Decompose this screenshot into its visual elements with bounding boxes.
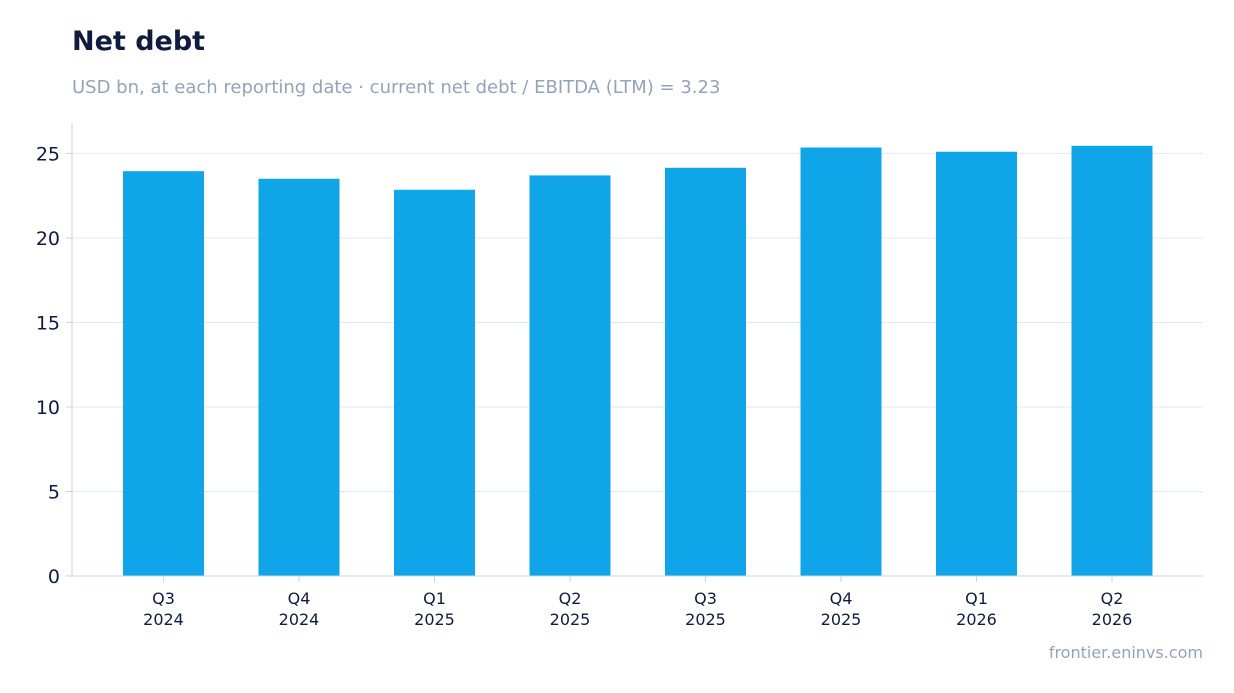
- chart-title: Net debt: [72, 26, 206, 57]
- x-tick-label-year: 2025: [414, 610, 455, 629]
- x-tick-label-year: 2025: [550, 610, 591, 629]
- x-tick-label-quarter: Q2: [559, 589, 582, 608]
- bars: [123, 145, 1153, 577]
- x-tick-label-quarter: Q4: [288, 589, 311, 608]
- x-tick-label-year: 2024: [143, 610, 184, 629]
- bar-q1-2025: [394, 189, 475, 576]
- x-axis: Q3 2024 Q4 2024 Q1 2025 Q2 2025 Q3 2025 Q4 2025 Q1 20…: [72, 575, 1203, 629]
- y-tick-label: 20: [36, 228, 60, 250]
- x-tick-label-year: 2026: [956, 610, 997, 629]
- bar-q1-2026: [936, 151, 1017, 576]
- source-credit: frontier.eninvs.com: [1048, 643, 1203, 662]
- grid-lines: [72, 152, 1203, 492]
- bar-q2-2025: [529, 175, 611, 577]
- x-tick-label-year: 2025: [685, 610, 726, 629]
- x-tick-label-quarter: Q3: [152, 589, 175, 608]
- x-tick-label-year: 2024: [279, 610, 320, 629]
- y-tick-label: 5: [48, 481, 60, 503]
- y-tick-label: 15: [36, 312, 60, 334]
- x-tick-label-quarter: Q1: [965, 589, 988, 608]
- chart-subtitle: USD bn, at each reporting date · current…: [72, 77, 721, 98]
- x-tick-label-quarter: Q1: [423, 589, 446, 608]
- bar-q4-2025: [800, 147, 882, 576]
- y-tick-label: 10: [36, 397, 60, 419]
- x-tick-label-year: 2026: [1092, 610, 1133, 629]
- x-tick-label-quarter: Q3: [694, 589, 717, 608]
- y-tick-label: 0: [48, 566, 60, 588]
- x-tick-label-year: 2025: [821, 610, 862, 629]
- bar-q3-2024: [123, 171, 204, 576]
- y-tick-label: 25: [36, 143, 60, 165]
- y-axis: 0 5 10 15 20 25: [36, 123, 73, 588]
- bar-q4-2024: [258, 178, 340, 576]
- bar-q2-2026: [1071, 145, 1153, 576]
- x-tick-label-quarter: Q2: [1101, 589, 1124, 608]
- bar-q3-2025: [665, 167, 746, 576]
- x-tick-label-quarter: Q4: [830, 589, 853, 608]
